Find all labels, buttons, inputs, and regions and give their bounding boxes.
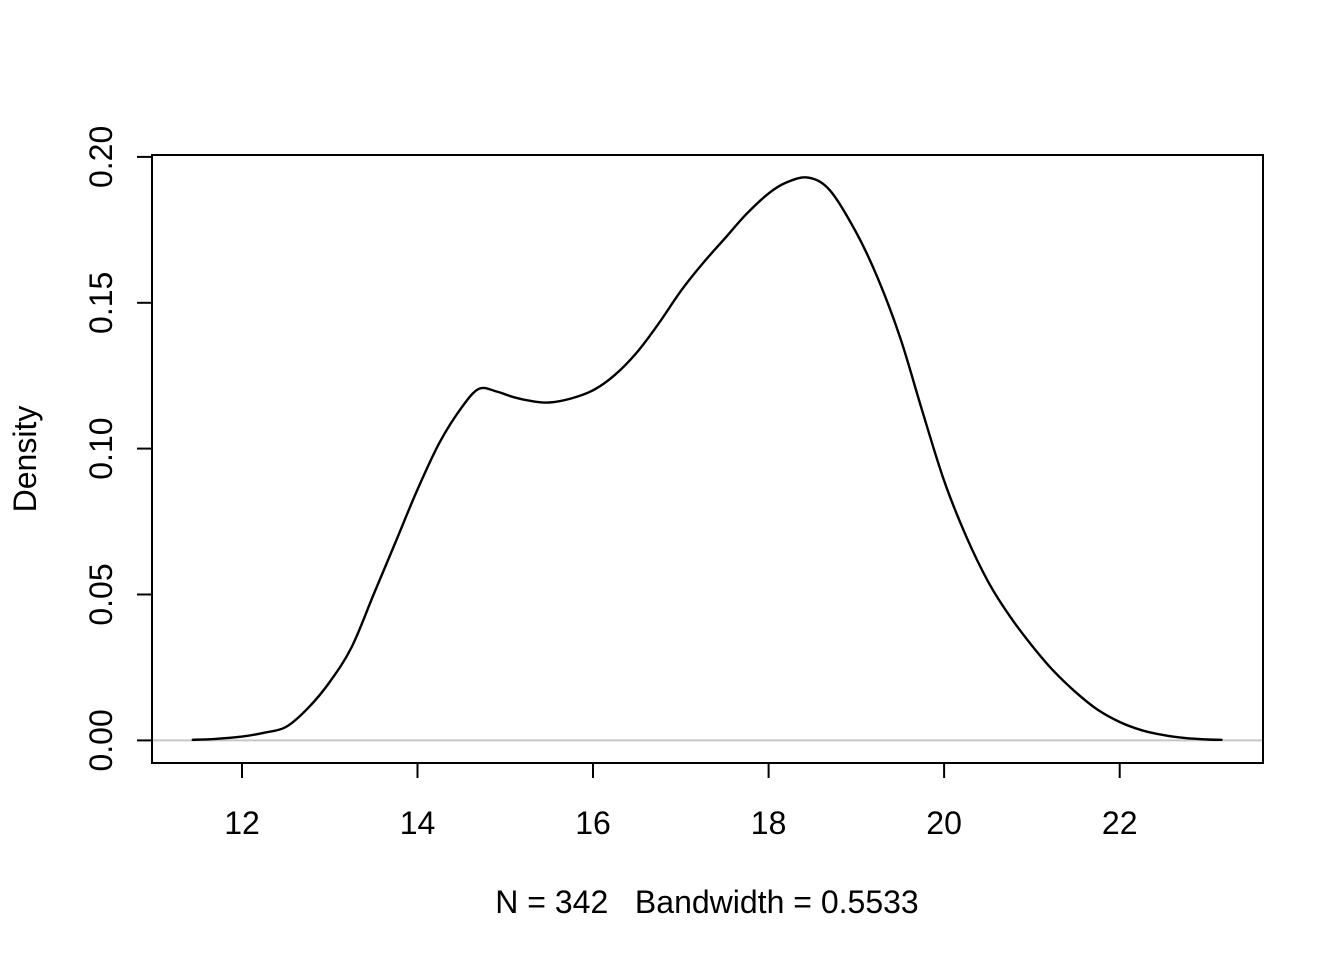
x-axis-title: N = 342 Bandwidth = 0.5533 <box>495 884 918 920</box>
x-tick-label: 16 <box>575 805 611 841</box>
y-tick-label: 0.20 <box>83 126 119 188</box>
x-axis: 12 14 16 18 20 22 <box>224 763 1137 841</box>
plot-box-border <box>151 154 1264 764</box>
x-tick-label: 18 <box>751 805 787 841</box>
y-axis: 0.00 0.05 0.10 0.15 0.20 <box>83 126 152 772</box>
x-tick-label: 14 <box>400 805 436 841</box>
x-tick-label: 20 <box>926 805 962 841</box>
y-tick-label: 0.10 <box>83 417 119 479</box>
y-tick-label: 0.00 <box>83 709 119 771</box>
x-tick-label: 12 <box>224 805 260 841</box>
y-axis-title: Density <box>7 406 43 513</box>
y-tick-label: 0.05 <box>83 563 119 625</box>
density-curve <box>191 176 1223 741</box>
y-tick-label: 0.15 <box>83 272 119 334</box>
x-tick-label: 22 <box>1102 805 1138 841</box>
